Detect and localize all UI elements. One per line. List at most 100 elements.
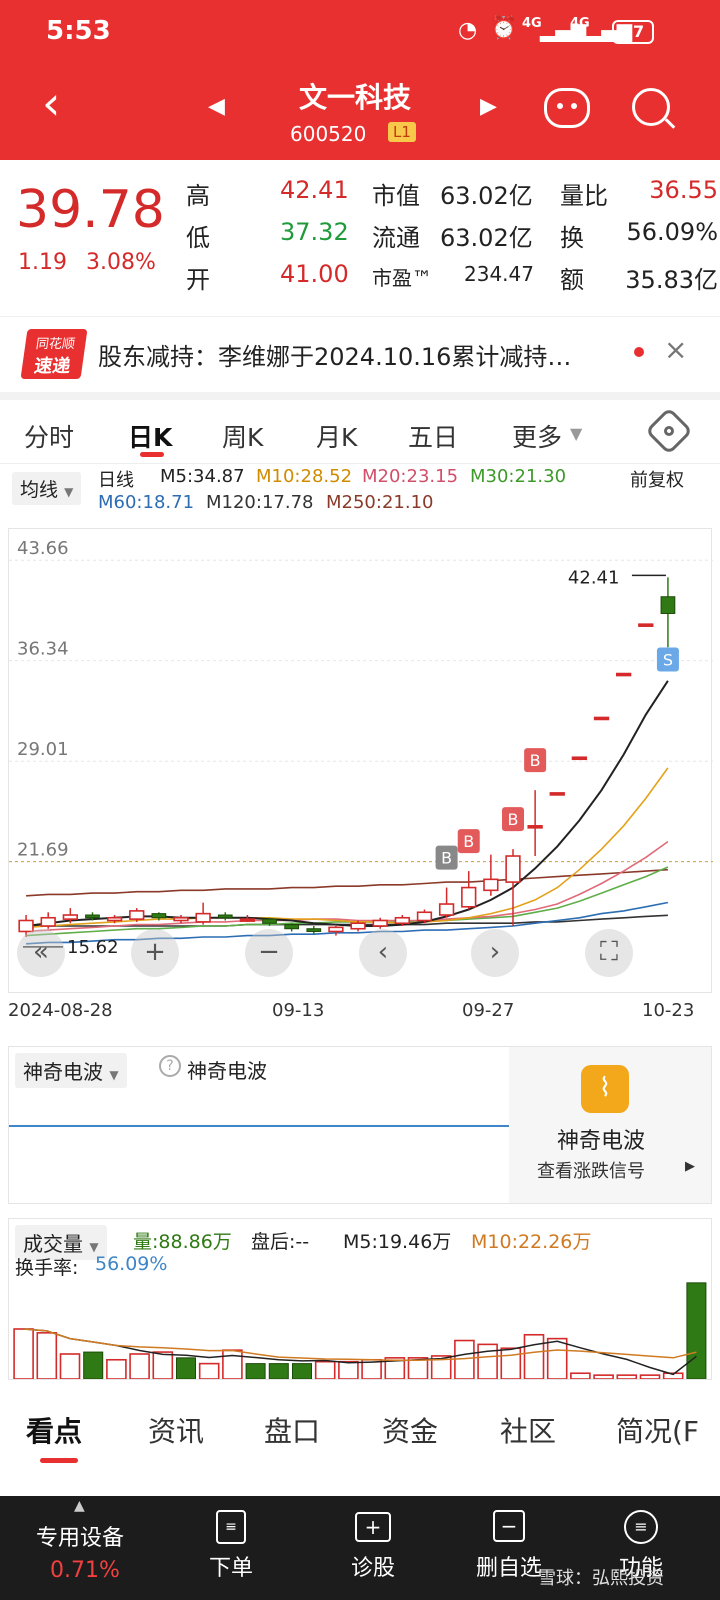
ma-line-m10 bbox=[26, 767, 669, 929]
tab-more[interactable]: 更多 bbox=[512, 423, 563, 452]
ma-legend: 均线 ▼ 日线 M5:34.87 M10:28.52 M20:23.15 M30… bbox=[0, 466, 720, 526]
ma120-value: M120:17.78 bbox=[206, 492, 314, 513]
zoom-out-icon[interactable]: − bbox=[245, 929, 293, 977]
x-label-2: 09-13 bbox=[272, 1000, 325, 1021]
volume-bar bbox=[593, 1374, 614, 1379]
candle-body bbox=[328, 926, 344, 933]
volume-panel: 成交量 ▼ 量:88.86万 盘后:-- M5:19.46万 M10:22.26… bbox=[8, 1218, 712, 1380]
title-bar: ‹ ◀ 文一科技 600520 L1 ▶ bbox=[0, 64, 720, 160]
tab-highlights[interactable]: 看点 bbox=[26, 1415, 83, 1448]
wave-chart-icon: ⌇ bbox=[581, 1065, 629, 1113]
high-label: 高 bbox=[186, 182, 210, 210]
wave-selector-label: 神奇电波 bbox=[23, 1060, 103, 1084]
candle-body bbox=[239, 918, 256, 922]
settings-icon[interactable] bbox=[644, 406, 694, 456]
volume-bar bbox=[245, 1363, 266, 1379]
news-ticker[interactable]: 同花顺 速递 股东减持：李维娜于2024.10.16累计减持… × bbox=[0, 316, 720, 390]
news-text[interactable]: 股东减持：李维娜于2024.10.16累计减持… bbox=[98, 343, 572, 371]
battery-icon: 57 bbox=[612, 20, 654, 44]
search-icon[interactable] bbox=[632, 88, 670, 126]
ma20-value: M20:23.15 bbox=[362, 466, 459, 487]
close-icon[interactable]: × bbox=[664, 333, 688, 366]
wave-line bbox=[9, 1125, 509, 1127]
sector-label[interactable]: 专用设备 bbox=[36, 1526, 125, 1551]
indicator-selector[interactable]: 均线 ▼ bbox=[12, 472, 82, 505]
signal-marker-B bbox=[435, 845, 458, 870]
adjust-mode[interactable]: 前复权 bbox=[630, 470, 684, 491]
wave-card-link[interactable]: 查看涨跌信号 bbox=[537, 1161, 645, 1182]
chevron-down-icon: ▼ bbox=[64, 485, 74, 499]
current-price: 39.78 bbox=[16, 180, 165, 240]
tab-orderbook[interactable]: 盘口 bbox=[264, 1415, 321, 1448]
pe-value: 234.47 bbox=[464, 262, 534, 286]
tab-community[interactable]: 社区 bbox=[500, 1415, 557, 1448]
order-button[interactable]: ≡ 下单 bbox=[166, 1510, 296, 1582]
chevron-down-icon: ▼ bbox=[570, 424, 583, 443]
function-label: 功能 bbox=[618, 1556, 663, 1581]
candle-body bbox=[660, 596, 676, 614]
kline-chart[interactable]: 43.66 36.34 29.01 21.69 B B B B S 42.41 15.62 « + … bbox=[8, 528, 713, 993]
signal-label: B bbox=[508, 810, 519, 829]
candle-body bbox=[571, 756, 588, 761]
chart-period-tabs: 分时 日K 周K 月K 五日 更多 ▼ bbox=[0, 400, 720, 464]
tab-profile[interactable]: 简况(F bbox=[616, 1415, 700, 1448]
minus-icon: − bbox=[493, 1510, 525, 1542]
wave-selector[interactable]: 神奇电波 ▼ bbox=[15, 1053, 127, 1088]
tab-weekly-k[interactable]: 周K bbox=[222, 423, 264, 452]
candle-body bbox=[483, 878, 499, 892]
candle-body bbox=[106, 916, 123, 922]
chevron-down-icon: ▼ bbox=[109, 1068, 119, 1082]
function-button[interactable]: ≡ 功能 bbox=[576, 1510, 706, 1582]
tab-five-day[interactable]: 五日 bbox=[408, 423, 459, 452]
volume-selector[interactable]: 成交量 ▼ bbox=[15, 1225, 107, 1260]
zoom-in-icon[interactable]: + bbox=[131, 929, 179, 977]
low-marker-label: 15.62 bbox=[67, 937, 119, 958]
volume-bar bbox=[152, 1351, 174, 1379]
rewind-icon[interactable]: « bbox=[17, 929, 65, 977]
diagnose-button[interactable]: + 诊股 bbox=[308, 1510, 438, 1582]
stock-name: 文一科技 bbox=[298, 81, 411, 114]
volume-bar bbox=[198, 1362, 220, 1379]
candle-body bbox=[40, 916, 56, 927]
volume-bar bbox=[639, 1374, 661, 1379]
float-label: 流通 bbox=[372, 224, 420, 252]
chevron-up-icon: ▲ bbox=[74, 1498, 85, 1514]
volume-bar bbox=[129, 1353, 150, 1379]
candle-body bbox=[284, 924, 300, 930]
help-icon[interactable]: ? bbox=[159, 1055, 181, 1077]
turnover-rate-label: 换手率: bbox=[15, 1257, 79, 1279]
volume-bar bbox=[13, 1328, 34, 1379]
volume-bar bbox=[523, 1333, 545, 1379]
back-icon[interactable]: ‹ bbox=[42, 76, 61, 130]
wave-promo-card[interactable]: ⌇ 神奇电波 查看涨跌信号 ▶ bbox=[509, 1047, 711, 1203]
candle-body bbox=[394, 916, 410, 925]
tab-daily-k[interactable]: 日K bbox=[128, 423, 173, 452]
tab-intraday[interactable]: 分时 bbox=[24, 423, 75, 452]
status-bar: 5:53 ◔ ⏰ 4G ▂▄▆ 4G ▂▄▆ 57 bbox=[0, 0, 720, 64]
tab-news[interactable]: 资讯 bbox=[148, 1415, 205, 1448]
tab-monthly-k[interactable]: 月K bbox=[316, 423, 358, 452]
next-stock-icon[interactable]: ▶ bbox=[480, 94, 497, 119]
volume-bar bbox=[59, 1353, 81, 1379]
ths-logo: 同花顺 速递 bbox=[20, 329, 88, 379]
scroll-left-icon[interactable]: ‹ bbox=[359, 929, 407, 977]
remove-watchlist-button[interactable]: − 删自选 bbox=[444, 1510, 574, 1582]
y-tick-label: 36.34 bbox=[17, 639, 69, 660]
candle-body bbox=[195, 912, 211, 923]
candle-body bbox=[372, 919, 388, 927]
diagnose-label: 诊股 bbox=[350, 1556, 395, 1581]
period-label: 日线 bbox=[98, 470, 134, 491]
after-hours-value: 盘后:-- bbox=[251, 1231, 310, 1253]
ths-logo-bottom: 速递 bbox=[32, 356, 72, 377]
x-label-3: 09-27 bbox=[462, 1000, 515, 1021]
volume-bar bbox=[407, 1357, 429, 1379]
robot-icon[interactable] bbox=[544, 88, 590, 128]
scroll-right-icon[interactable]: › bbox=[471, 929, 519, 977]
y-tick-label: 43.66 bbox=[17, 538, 69, 559]
quote-panel: 39.78 1.19 3.08% 高 42.41 低 37.32 开 41.00… bbox=[0, 160, 720, 310]
fullscreen-icon[interactable]: ⛶ bbox=[585, 929, 633, 977]
candle-body bbox=[549, 792, 565, 796]
tab-fund-flow[interactable]: 资金 bbox=[382, 1415, 439, 1448]
prev-stock-icon[interactable]: ◀ bbox=[208, 94, 225, 119]
signal-2-icon: ▂▄▆ bbox=[586, 18, 633, 42]
